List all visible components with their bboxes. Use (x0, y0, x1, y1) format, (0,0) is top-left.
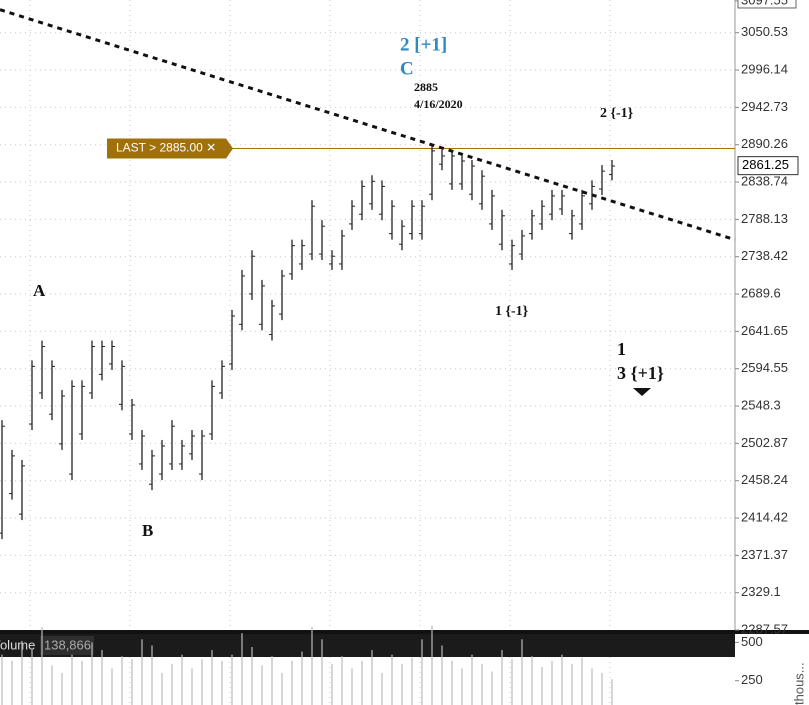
annotation: 2885 (414, 80, 438, 94)
trendline (0, 8, 736, 242)
y-tick-label: 2329.1 (741, 584, 781, 599)
volume-header (0, 634, 735, 657)
y-tick-label: 2502.87 (741, 435, 788, 450)
panel-separator (0, 630, 809, 634)
volume-tick-label: 500 (741, 634, 763, 649)
y-tick-label: 2458.24 (741, 472, 788, 487)
volume-value: 138,866 (44, 637, 91, 652)
annotation: 3 {+1} (617, 363, 664, 383)
top-price-box (737, 0, 797, 9)
y-tick-label: 3050.53 (741, 24, 788, 39)
current-price-box (737, 156, 799, 176)
y-tick-label: 2689.6 (741, 285, 781, 300)
volume-value-bg (40, 636, 94, 655)
down-arrow (633, 388, 651, 396)
y-tick-label: 2788.13 (741, 211, 788, 226)
y-tick-label: 2996.14 (741, 61, 788, 76)
y-tick-label: 2890.26 (741, 136, 788, 151)
current-price-label: 2861.25 (742, 157, 789, 172)
y-tick-label: 2738.42 (741, 248, 788, 263)
annotation: 2 {-1} (600, 106, 634, 121)
annotation: 4/16/2020 (414, 97, 463, 111)
y-tick-label: 2548.3 (741, 397, 781, 412)
volume-value-box: 138,866 (40, 636, 94, 655)
y-tick-label: 3097.55 (741, 0, 788, 7)
y-tick-label: 2414.42 (741, 509, 788, 524)
y-tick-label: 2594.55 (741, 360, 788, 375)
volume-tick-label: 250 (741, 672, 763, 687)
y-tick-label: 2942.73 (741, 99, 788, 114)
annotation: 1 {-1} (495, 304, 529, 319)
price-axis-panel (735, 0, 809, 705)
annotation: C (400, 58, 414, 79)
y-tick-label: 2838.74 (741, 173, 788, 188)
volume-title: Volume (0, 637, 35, 652)
y-tick-label: 2371.37 (741, 547, 788, 562)
y-tick-label: 2287.57 (741, 621, 788, 636)
annotation: A (33, 281, 46, 300)
annotation: B (142, 521, 153, 540)
last-label: LAST > 2885.00 ✕ (116, 141, 216, 155)
volume-unit-label: thous... (791, 662, 806, 705)
annotation: 2 [+1] (400, 34, 447, 55)
y-tick-label: 2641.65 (741, 323, 788, 338)
last-label-box (107, 138, 233, 159)
annotation: 1 (617, 339, 626, 359)
